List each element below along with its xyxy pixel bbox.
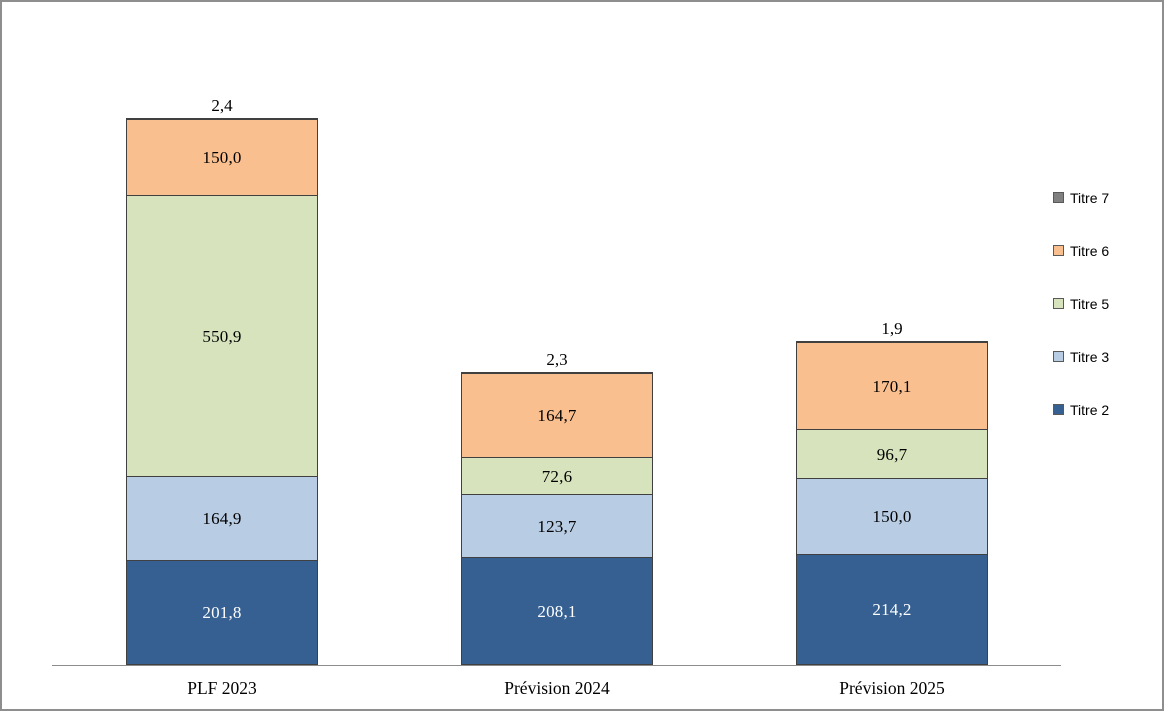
segment-titre-5: 550,9 [127,196,317,477]
legend-label: Titre 7 [1070,189,1110,206]
segment-data-label: 214,2 [872,600,912,619]
segment-data-label: 164,9 [202,509,242,528]
x-axis-category-label: Prévision 2024 [504,678,610,698]
legend-swatch-icon [1053,404,1064,415]
segment-titre-3: 150,0 [797,479,987,555]
segment-data-label: 72,6 [541,466,573,486]
segment-titre-6: 164,7 [462,374,652,458]
segment-titre-5: 96,7 [797,430,987,479]
legend-label: Titre 3 [1070,348,1110,365]
segment-data-label: 208,1 [537,601,577,621]
legend-swatch-icon [1053,192,1064,203]
segment-data-label: 170,1 [872,376,912,396]
segment-data-label: 96,7 [876,444,908,464]
legend-item-titre-5: Titre 5 [1053,277,1109,330]
segment-titre-6: 150,0 [127,120,317,196]
segment-data-label-outside: 2,3 [546,350,568,369]
segment-data-label-outside: 2,4 [211,96,233,115]
legend-item-titre-2: Titre 2 [1053,383,1109,436]
legend-item-titre-6: Titre 6 [1053,224,1109,277]
legend: Titre 7 Titre 6 Titre 5 Titre 3 Titre 2 [1053,171,1109,436]
legend-label: Titre 5 [1070,295,1110,312]
legend-label: Titre 2 [1070,401,1110,418]
stacked-bar-pr-vision-2024: 208,1 123,7 72,6 164,7 [461,372,653,665]
legend-swatch-icon [1053,245,1064,256]
legend-item-titre-7: Titre 7 [1053,171,1109,224]
segment-titre-3: 123,7 [462,495,652,558]
segment-data-label: 201,8 [202,603,242,622]
stacked-bar-plf-2023: 201,8 164,9 550,9 150,0 [126,118,318,665]
segment-titre-2: 208,1 [462,558,652,664]
segment-data-label: 164,7 [537,406,577,425]
legend-swatch-icon [1053,298,1064,309]
segment-data-label: 150,0 [202,148,242,167]
segment-titre-6: 170,1 [797,343,987,430]
x-axis-category-label: Prévision 2025 [839,678,945,698]
segment-titre-7 [127,119,317,120]
segment-data-label: 150,0 [872,507,912,526]
segment-data-label: 123,7 [537,516,577,536]
segment-data-label-outside: 1,9 [881,319,903,338]
x-axis-category-label: PLF 2023 [187,678,257,698]
segment-data-label: 550,9 [202,326,242,346]
legend-item-titre-3: Titre 3 [1053,330,1109,383]
legend-label: Titre 6 [1070,242,1110,259]
segment-titre-7 [797,342,987,343]
segment-titre-2: 201,8 [127,561,317,664]
segment-titre-7 [462,373,652,374]
segment-titre-2: 214,2 [797,555,987,664]
legend-swatch-icon [1053,351,1064,362]
stacked-bar-pr-vision-2025: 214,2 150,0 96,7 170,1 [796,341,988,665]
segment-titre-5: 72,6 [462,458,652,495]
x-axis-line [52,665,1061,666]
segment-titre-3: 164,9 [127,477,317,561]
